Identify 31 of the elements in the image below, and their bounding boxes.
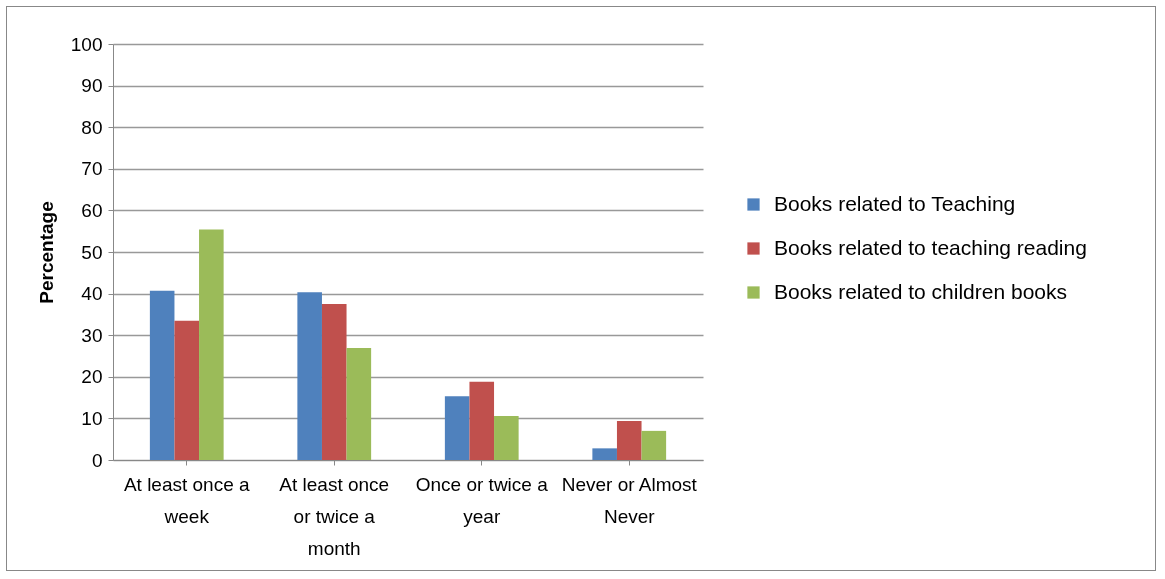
legend-label: Books related to children books xyxy=(774,279,1068,303)
y-tick-label: 30 xyxy=(81,324,103,346)
bar xyxy=(199,229,224,460)
bar xyxy=(444,396,470,460)
bar xyxy=(297,292,322,460)
y-tick-label: 80 xyxy=(81,116,103,138)
y-tick-label: 0 xyxy=(91,449,103,471)
y-tick-label: 20 xyxy=(81,366,103,388)
legend-label: Books related to Teaching xyxy=(774,191,1016,215)
y-tick-label: 70 xyxy=(81,158,103,180)
x-tick-label: Once or twice a year xyxy=(415,473,549,527)
bar xyxy=(592,448,617,460)
bar xyxy=(494,415,519,460)
bar xyxy=(469,381,495,460)
y-tick-label: 60 xyxy=(81,199,103,221)
bar xyxy=(616,420,642,460)
bar xyxy=(149,290,175,460)
x-tick-label: At least once a week xyxy=(123,473,251,527)
y-tick-label: 10 xyxy=(81,407,103,429)
y-axis-title: Percentage xyxy=(35,201,57,304)
y-tick-label: 100 xyxy=(70,33,103,55)
x-tick-label: At least once or twice a month xyxy=(279,473,390,559)
legend-label: Books related to teaching reading xyxy=(774,235,1087,259)
bar xyxy=(321,304,347,460)
bar xyxy=(174,320,200,460)
bar xyxy=(641,430,667,460)
y-tick-label: 40 xyxy=(81,283,103,305)
x-tick-label: Never or Almost Never xyxy=(561,473,698,527)
bar xyxy=(346,348,372,460)
y-tick-label: 90 xyxy=(81,75,103,97)
y-tick-label: 50 xyxy=(81,241,103,263)
